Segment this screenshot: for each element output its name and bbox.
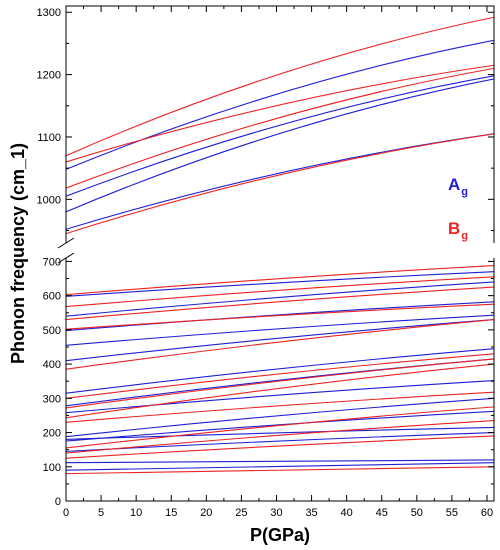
ag-mode-line-20 (66, 459, 494, 464)
y-tick-label: 100 (43, 462, 61, 474)
bg-mode-line-4 (66, 16, 494, 157)
upper-frame (65, 5, 495, 243)
bg-mode-line-28 (66, 358, 494, 409)
y-tick-label: 500 (43, 325, 61, 337)
axis-break-mark (57, 237, 75, 249)
x-tick-label: 55 (446, 507, 458, 519)
bg-mode-line-6 (66, 67, 494, 189)
x-tick-label: 50 (411, 507, 423, 519)
lower-frame (65, 258, 495, 502)
ag-mode-line-21 (66, 462, 494, 471)
bg-mode-line-34 (66, 466, 494, 475)
x-tick-label: 40 (341, 507, 353, 519)
ag-mode-line-8 (66, 271, 494, 297)
ag-mode-line-12 (66, 319, 494, 362)
y-tick-label: 1200 (37, 70, 61, 82)
ag-mode-line-13 (66, 348, 494, 394)
bg-mode-line-22 (66, 264, 494, 296)
ag-mode-line-11 (66, 314, 494, 346)
bg-mode-line-25 (66, 303, 494, 330)
legend-item-bg: Bg (448, 219, 468, 242)
x-tick-label: 10 (130, 507, 142, 519)
ag-mode-line-10 (66, 301, 494, 332)
x-tick-label: 25 (235, 507, 247, 519)
y-tick-label: 1000 (37, 194, 61, 206)
x-tick-label: 0 (63, 507, 69, 519)
axes: 1000 1100 1200 1300 0 100 200 300 400 500 600 700 0 5… (37, 5, 495, 519)
x-tick-label: 35 (305, 507, 317, 519)
bg-mode-line-23 (66, 276, 494, 308)
y-axis-title: Phonon frequency (cm_1) (8, 143, 28, 364)
bg-mode-line-7 (66, 133, 494, 235)
x-tick-label: 30 (270, 507, 282, 519)
y-tick-label: 1100 (37, 132, 61, 144)
x-tick-label: 60 (481, 507, 493, 519)
x-tick-label: 20 (200, 507, 212, 519)
ag-mode-line-0 (66, 39, 494, 170)
y-tick-label: 600 (43, 291, 61, 303)
x-axis-title: P(GPa) (250, 525, 310, 545)
legend-item-ag: Ag (448, 175, 468, 198)
ag-mode-line-2 (66, 78, 494, 213)
bg-mode-line-24 (66, 286, 494, 321)
ag-mode-line-17 (66, 410, 494, 442)
ag-mode-line-18 (66, 426, 494, 440)
y-tick-label: 0 (55, 496, 61, 508)
bg-mode-line-26 (66, 319, 494, 370)
bg-mode-line-32 (66, 420, 494, 454)
x-tick-label: 5 (98, 507, 104, 519)
ag-mode-line-15 (66, 379, 494, 414)
y-tick-label: 400 (43, 359, 61, 371)
y-tick-label: 200 (43, 428, 61, 440)
ag-mode-line-16 (66, 397, 494, 438)
y-tick-label: 1300 (37, 7, 61, 19)
y-tick-label: 300 (43, 393, 61, 405)
bg-mode-line-5 (66, 64, 494, 163)
lower-panel (66, 264, 494, 475)
legend: Ag Bg (448, 175, 468, 242)
ag-mode-line-9 (66, 281, 494, 317)
upper-panel (66, 16, 494, 235)
x-tick-label: 15 (165, 507, 177, 519)
bg-mode-line-31 (66, 406, 494, 449)
bg-mode-line-33 (66, 435, 494, 459)
axis-break-mark (57, 252, 75, 264)
bg-mode-line-30 (66, 391, 494, 423)
y-tick-label: 700 (43, 256, 61, 268)
bg-mode-line-29 (66, 363, 494, 419)
ag-mode-line-1 (66, 75, 494, 197)
x-tick-label: 45 (376, 507, 388, 519)
ag-mode-line-3 (66, 133, 494, 230)
bg-mode-line-27 (66, 353, 494, 399)
